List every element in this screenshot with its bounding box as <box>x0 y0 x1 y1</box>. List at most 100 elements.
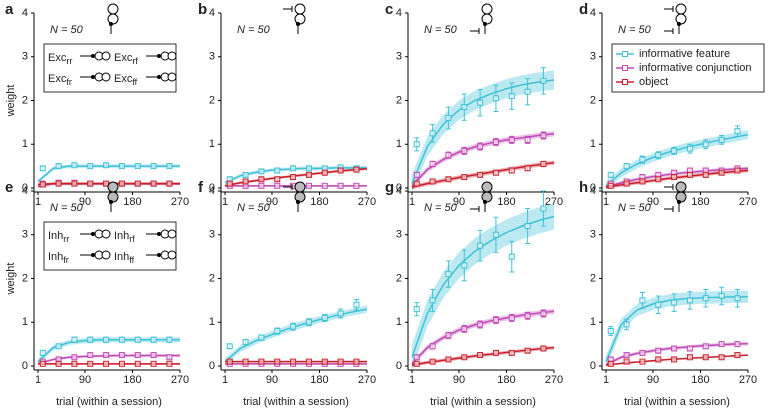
icon-cell <box>101 250 111 260</box>
icon-cell <box>675 3 687 15</box>
data-point <box>524 165 531 172</box>
data-point <box>702 171 709 178</box>
x-tick-label: 180 <box>497 374 515 386</box>
data-point <box>734 295 741 302</box>
data-point <box>242 338 249 345</box>
icon-cell <box>167 250 177 260</box>
data-point <box>477 171 484 178</box>
y-tick-label: 4 <box>22 185 28 197</box>
inset-box <box>43 43 177 93</box>
x-tick-label: 90 <box>266 374 278 386</box>
data-point <box>702 295 709 302</box>
data-point <box>492 139 499 146</box>
data-point <box>623 352 630 359</box>
data-point <box>671 174 678 181</box>
icon-wire <box>283 6 293 12</box>
data-point <box>524 312 531 319</box>
icon-cell <box>481 3 493 15</box>
icon-cell <box>101 72 111 82</box>
data-point <box>274 358 281 365</box>
data-point <box>353 182 360 189</box>
data-point <box>540 132 547 139</box>
annotation: N = 50 <box>237 24 271 36</box>
data-point <box>461 325 468 332</box>
data-point <box>55 343 62 350</box>
inset-label-sub: rf <box>129 234 135 244</box>
data-point <box>671 299 678 306</box>
data-point <box>639 178 646 185</box>
data-point <box>718 341 725 348</box>
data-point <box>274 182 281 189</box>
data-point <box>639 349 646 356</box>
y-tick-label: 2 <box>209 272 215 284</box>
data-point <box>686 297 693 304</box>
data-point <box>150 163 157 170</box>
data-point <box>461 174 468 181</box>
x-tick-label: 270 <box>545 196 563 208</box>
data-point <box>639 156 646 163</box>
data-point <box>305 358 312 365</box>
data-point <box>655 356 662 363</box>
x-tick-label: 180 <box>691 196 709 208</box>
icon-cell <box>167 72 177 82</box>
inset-box <box>43 221 177 271</box>
inset-label-sub: ff <box>129 255 134 265</box>
data-point <box>242 171 249 178</box>
y-tick-label: 3 <box>209 229 215 241</box>
y-tick-label: 4 <box>396 7 402 19</box>
x-tick-label: 180 <box>497 196 515 208</box>
fit-line <box>224 308 368 363</box>
panel-letter: d <box>579 1 588 18</box>
data-point <box>166 336 173 343</box>
data-point <box>655 301 662 308</box>
data-point <box>134 352 141 359</box>
x-tick-label: 1 <box>603 374 609 386</box>
icon-wire <box>283 184 293 190</box>
data-point <box>540 77 547 84</box>
y-tick-label: 0 <box>22 182 28 194</box>
y-tick-label: 4 <box>209 185 215 197</box>
data-point <box>718 169 725 176</box>
data-point <box>118 360 125 367</box>
icon-cell <box>101 51 111 61</box>
data-point <box>639 297 646 304</box>
data-point <box>71 336 78 343</box>
data-point <box>150 180 157 187</box>
data-point <box>353 166 360 173</box>
y-tick-label: 3 <box>590 229 596 241</box>
x-tick-label: 1 <box>35 196 41 208</box>
inset-label: Excfr <box>48 73 72 87</box>
data-point <box>508 253 515 260</box>
x-tick-label: 270 <box>358 196 376 208</box>
data-point <box>258 334 265 341</box>
inset-label-sub: rr <box>66 56 72 66</box>
data-point <box>87 360 94 367</box>
data-point <box>671 147 678 154</box>
y-tick-label: 1 <box>22 138 28 150</box>
icon-dot <box>91 54 95 58</box>
icon-cell <box>107 13 119 25</box>
data-point <box>71 354 78 361</box>
data-point <box>508 167 515 174</box>
fit-band <box>412 308 554 367</box>
x-tick-label: 1 <box>35 374 41 386</box>
data-point <box>71 360 78 367</box>
data-point <box>353 301 360 308</box>
y-axis-label: weight <box>5 263 17 296</box>
x-tick-label: 1 <box>409 374 415 386</box>
x-tick-label: 180 <box>123 374 141 386</box>
data-point <box>655 152 662 159</box>
data-point <box>686 145 693 152</box>
data-point <box>508 93 515 100</box>
data-point <box>242 358 249 365</box>
data-point <box>623 163 630 170</box>
y-tick-label: 1 <box>22 316 28 328</box>
y-tick-label: 1 <box>209 316 215 328</box>
data-point <box>671 356 678 363</box>
data-point <box>118 163 125 170</box>
data-point <box>461 147 468 154</box>
inset-label-sub: rr <box>63 234 69 244</box>
x-tick-label: 270 <box>171 196 189 208</box>
icon-dot <box>91 253 95 257</box>
y-tick-label: 0 <box>209 182 215 194</box>
